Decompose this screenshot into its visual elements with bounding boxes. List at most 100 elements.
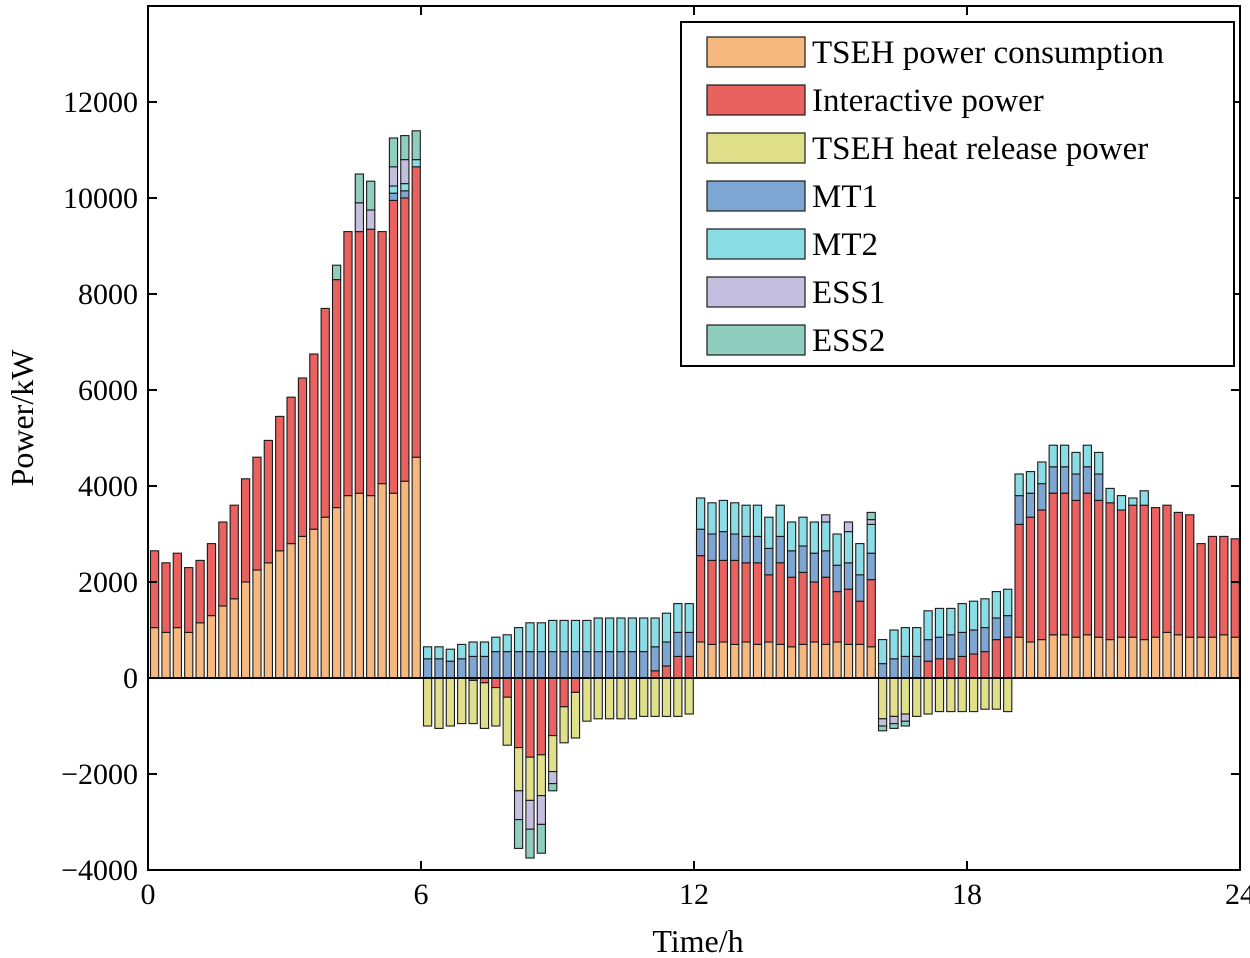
legend-label: TSEH heat release power: [812, 131, 1148, 167]
bar-segment-interactive-power: [1207, 535, 1218, 638]
bar-segment-tseh-power-consumption: [263, 562, 273, 679]
bar-segment-mt1: [923, 639, 933, 662]
bar-segment-mt1: [1071, 473, 1081, 501]
bar-segment-mt1: [741, 535, 751, 564]
bar-segment-interactive-power: [1048, 492, 1058, 636]
bar-segment-tseh-heat-release-power: [502, 696, 512, 746]
bar-segment-interactive-power: [525, 677, 535, 758]
bar-segment-mt1: [650, 646, 660, 672]
bar-segment-tseh-heat-release-power: [912, 677, 922, 717]
bar-segment-mt1: [957, 631, 967, 657]
legend-label: ESS1: [812, 275, 885, 311]
bar-segment-tseh-heat-release-power: [457, 677, 467, 725]
bar-segment-mt2: [1082, 444, 1092, 468]
y-tick-label: 2000: [78, 566, 138, 599]
bar-segment-ess2: [354, 173, 364, 204]
bar-segment-ess1: [548, 771, 558, 785]
bar-segment-mt2: [468, 641, 478, 657]
bar-segment-mt2: [957, 603, 967, 633]
bar-segment-tseh-power-consumption: [149, 627, 160, 679]
bar-segment-mt2: [673, 603, 683, 633]
bar-segment-tseh-heat-release-power: [422, 677, 433, 727]
bar-segment-mt1: [616, 651, 626, 679]
bar-segment-tseh-heat-release-power: [934, 677, 945, 713]
bar-segment-mt2: [786, 521, 797, 552]
bar-segment-tseh-power-consumption: [1014, 636, 1024, 679]
y-tick-label: 4000: [78, 470, 138, 503]
bar-segment-tseh-power-consumption: [1037, 639, 1047, 679]
bar-segment-mt1: [855, 574, 865, 602]
bar-segment-tseh-power-consumption: [821, 643, 831, 679]
bar-segment-interactive-power: [695, 555, 706, 643]
bar-segment-tseh-heat-release-power: [491, 687, 501, 727]
bar-segment-tseh-power-consumption: [275, 550, 285, 679]
bar-segment-mt1: [775, 535, 785, 564]
bar-segment-interactive-power: [149, 550, 160, 629]
bar-segment-tseh-power-consumption: [866, 646, 876, 679]
bar-segment-tseh-heat-release-power: [661, 677, 672, 717]
bar-segment-mt1: [752, 535, 763, 564]
bar-segment-interactive-power: [1150, 507, 1161, 638]
bar-segment-tseh-heat-release-power: [616, 677, 626, 720]
bar-segment-interactive-power: [764, 574, 774, 643]
bar-segment-ess2: [548, 783, 558, 792]
bar-segment-mt1: [684, 631, 694, 657]
bar-segment-mt1: [1037, 483, 1047, 511]
bar-segment-tseh-heat-release-power: [525, 756, 535, 801]
bar-segment-tseh-heat-release-power: [627, 677, 637, 720]
bar-segment-tseh-heat-release-power: [479, 682, 490, 729]
bar-segment-interactive-power: [1059, 492, 1070, 636]
bar-segment-mt1: [457, 658, 467, 679]
bar-segment-mt2: [1048, 444, 1058, 468]
bar-segment-ess2: [866, 511, 876, 521]
bar-segment-tseh-heat-release-power: [900, 677, 910, 715]
bar-segment-mt1: [946, 634, 956, 660]
bar-segment-interactive-power: [491, 677, 501, 689]
bar-segment-mt2: [627, 617, 637, 653]
legend-swatch: [706, 36, 806, 68]
bar-segment-interactive-power: [536, 677, 546, 756]
bar-segment-mt2: [707, 502, 717, 535]
bar-segment-mt1: [445, 660, 455, 679]
bar-segment-tseh-power-consumption: [252, 569, 262, 679]
bar-segment-ess2: [900, 720, 910, 727]
bar-segment-interactive-power: [957, 655, 967, 679]
bar-segment-mt1: [809, 552, 819, 583]
bar-segment-tseh-power-consumption: [1139, 639, 1149, 679]
bar-segment-interactive-power: [786, 576, 797, 648]
bar-segment-tseh-power-consumption: [832, 641, 842, 679]
bar-segment-interactive-power: [684, 655, 694, 679]
bar-segment-mt2: [1037, 461, 1047, 485]
bar-segment-mt2: [570, 619, 581, 653]
bar-segment-tseh-power-consumption: [400, 480, 410, 679]
bar-segment-mt2: [809, 521, 819, 554]
bar-segment-interactive-power: [980, 651, 990, 679]
bar-segment-interactive-power: [661, 665, 672, 679]
bar-segment-tseh-power-consumption: [343, 495, 353, 679]
bar-segment-mt2: [752, 504, 763, 537]
bar-segment-mt1: [627, 651, 637, 679]
bar-segment-mt2: [639, 617, 649, 653]
bar-segment-mt1: [604, 651, 615, 679]
bar-segment-mt2: [730, 502, 740, 535]
bar-segment-mt2: [764, 516, 774, 549]
bar-segment-tseh-power-consumption: [764, 641, 774, 679]
bar-segment-interactive-power: [650, 670, 660, 679]
bar-segment-interactive-power: [752, 562, 763, 645]
bar-segment-tseh-heat-release-power: [593, 677, 603, 720]
bar-segment-tseh-power-consumption: [1048, 634, 1058, 679]
bar-segment-mt1: [1059, 466, 1070, 494]
bar-segment-interactive-power: [1071, 499, 1081, 638]
legend-label: TSEH power consumption: [812, 35, 1164, 71]
bar-segment-interactive-power: [775, 562, 785, 645]
bar-segment-mt1: [673, 631, 683, 657]
legend-label: MT1: [812, 179, 878, 215]
bar-segment-interactive-power: [286, 396, 296, 545]
bar-segment-interactive-power: [320, 307, 330, 518]
bar-segment-mt1: [639, 651, 649, 679]
bar-segment-interactive-power: [218, 521, 228, 607]
bar-segment-tseh-heat-release-power: [673, 677, 683, 717]
bar-segment-tseh-heat-release-power: [923, 677, 933, 715]
bar-segment-interactive-power: [1173, 511, 1183, 636]
bar-segment-ess2: [536, 823, 546, 854]
